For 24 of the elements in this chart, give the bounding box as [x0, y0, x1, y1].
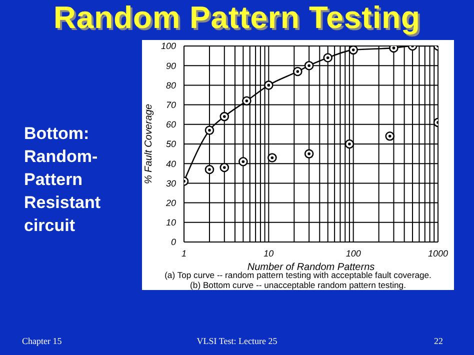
y-tick-label: 100 — [160, 41, 176, 52]
y-tick-label: 50 — [166, 139, 176, 150]
text: Bottom: Random-Pattern Resistant circuit — [24, 123, 102, 237]
y-tick-label: 60 — [166, 120, 176, 130]
text: 22 — [434, 336, 443, 346]
y-tick-label: 20 — [164, 198, 176, 208]
x-tick-label: 100 — [346, 248, 361, 258]
y-tick-label: 80 — [166, 80, 176, 90]
y-axis-title: % Fault Coverage — [144, 104, 155, 184]
y-tick-label: 30 — [166, 178, 176, 188]
text: Chapter 15 — [22, 336, 62, 346]
text: VLSI Test: Lecture 25 — [196, 336, 278, 346]
y-tick-label: 40 — [166, 158, 176, 169]
y-tick-label: 10 — [166, 218, 176, 228]
x-tick-label: 1000 — [428, 248, 448, 258]
text: (b) Bottom curve -- unacceptable random pattern testing. — [190, 280, 406, 290]
y-tick-label: 0 — [170, 237, 176, 248]
x-axis-title: Number of Random Patterns — [247, 262, 375, 273]
x-tick-label: 1 — [181, 248, 187, 258]
chart-title: Random Pattern Testing — [52, 0, 422, 36]
y-tick-label: 70 — [166, 100, 176, 110]
y-tick-label: 90 — [166, 60, 176, 71]
text: (a) Top curve -- random pattern testing with acceptable fault coverage. — [164, 270, 432, 280]
x-tick-label: 10 — [264, 248, 274, 258]
